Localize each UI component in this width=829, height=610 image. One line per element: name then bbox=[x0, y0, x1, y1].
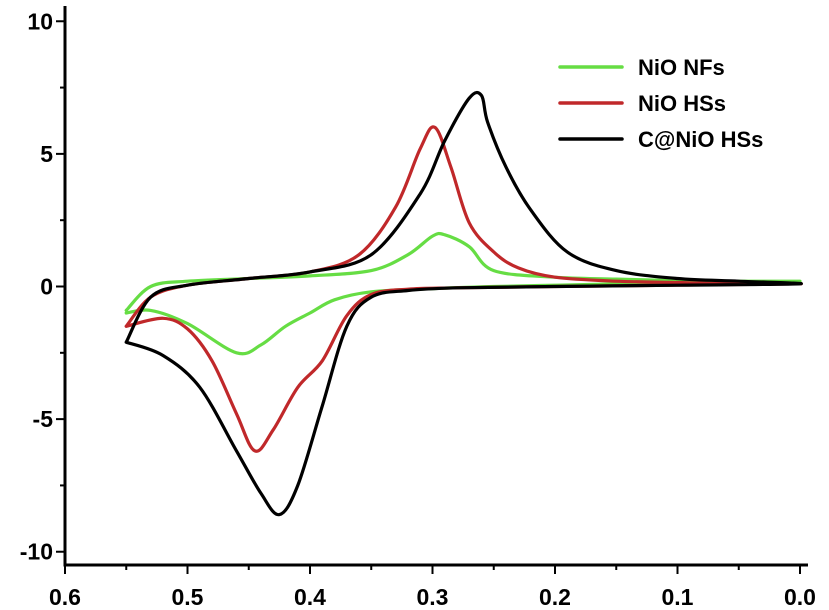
x-tick-label: 0.2 bbox=[539, 584, 571, 610]
series-lines bbox=[124, 90, 803, 517]
y-tick-label: 5 bbox=[40, 141, 53, 167]
x-tick-label: 0.5 bbox=[172, 584, 204, 610]
y-tick-label: -10 bbox=[20, 539, 53, 565]
tick-marks bbox=[56, 20, 801, 574]
x-tick-label: 0.0 bbox=[784, 584, 816, 610]
x-tick-label: 0.6 bbox=[49, 584, 81, 610]
x-tick-label: 0.1 bbox=[662, 584, 694, 610]
legend: NiO NFs NiO HSs C@NiO HSs bbox=[558, 55, 763, 152]
series-line-nio-nfs bbox=[124, 231, 802, 356]
y-tick-label: -5 bbox=[33, 406, 54, 432]
y-tick-label: 0 bbox=[40, 274, 53, 300]
legend-label-c-nio-hss: C@NiO HSs bbox=[638, 127, 763, 152]
tick-labels: 0.6 0.5 0.4 0.3 0.2 0.1 0.0 10 5 0 -5 -10 bbox=[20, 8, 816, 610]
x-tick-label: 0.4 bbox=[294, 584, 326, 610]
series-line-c-nio-hss bbox=[124, 90, 803, 517]
legend-label-nio-hss: NiO HSs bbox=[638, 91, 726, 116]
y-tick-label: 10 bbox=[27, 8, 53, 34]
x-tick-label: 0.3 bbox=[417, 584, 449, 610]
legend-label-nio-nfs: NiO NFs bbox=[638, 55, 725, 80]
